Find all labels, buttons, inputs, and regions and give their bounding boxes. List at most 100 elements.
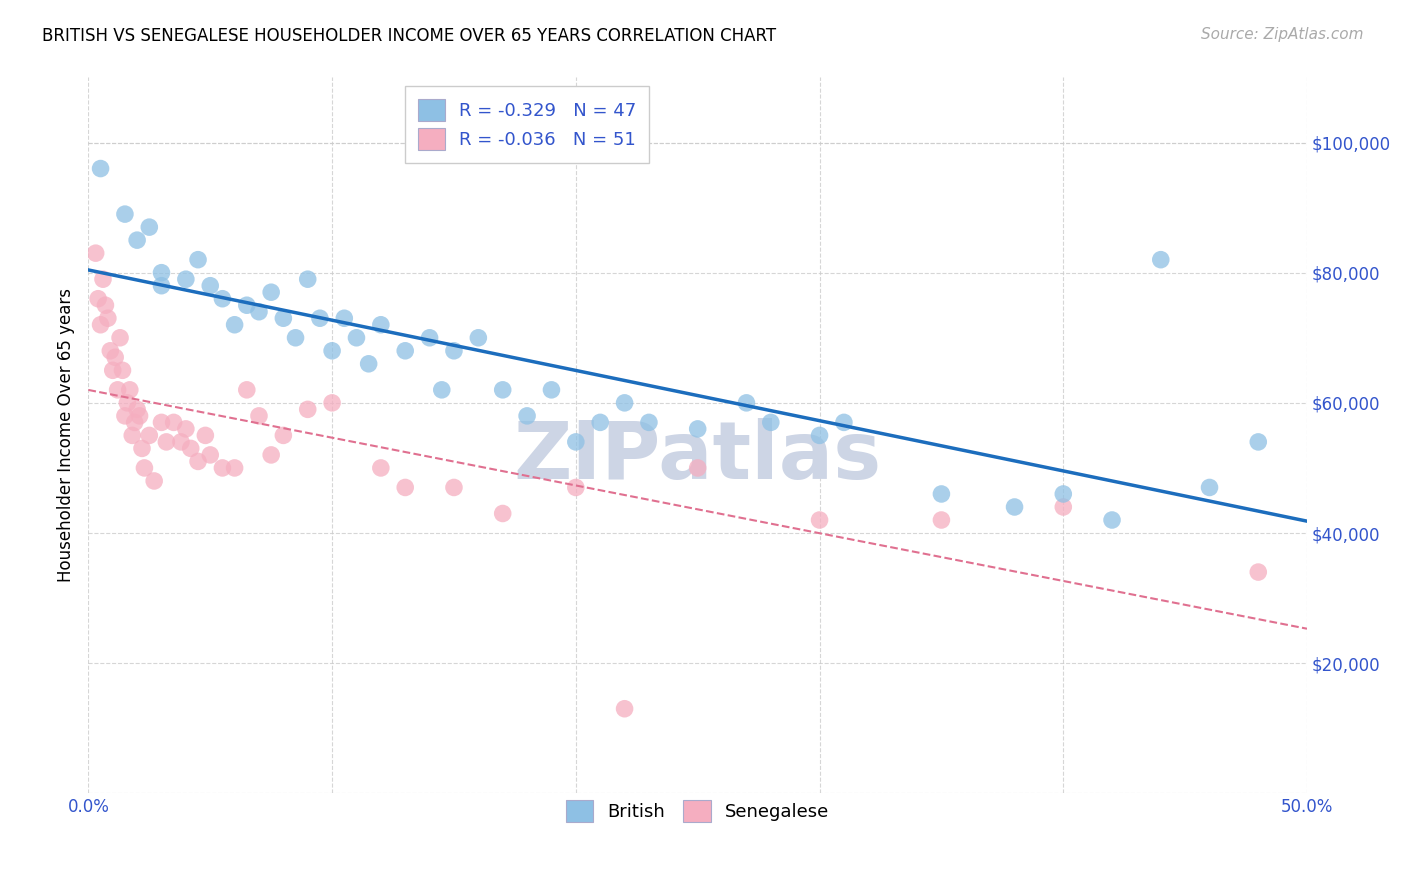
Point [118,383,141,397]
Point [127,233,149,247]
Point [108,331,131,345]
Point [297,272,319,286]
Point [247,304,270,318]
Point [467,331,489,345]
Point [309,311,332,326]
Point [94,298,117,312]
Point [1150,252,1173,267]
Point [124,416,146,430]
Point [419,331,441,345]
Point [735,396,758,410]
Point [394,343,416,358]
Point [143,474,166,488]
Point [613,396,636,410]
Point [174,422,197,436]
Point [931,513,953,527]
Point [194,428,217,442]
Point [492,383,515,397]
Point [224,461,246,475]
Point [107,383,129,397]
Point [540,383,562,397]
Point [443,343,465,358]
Point [1052,500,1074,514]
Point [117,396,139,410]
Point [138,220,160,235]
Point [128,409,150,423]
Point [638,416,661,430]
Point [224,318,246,332]
Y-axis label: Householder Income Over 65 years: Householder Income Over 65 years [58,288,75,582]
Point [832,416,855,430]
Point [84,246,107,260]
Point [150,416,173,430]
Point [114,409,136,423]
Point [1247,434,1270,449]
Point [90,318,112,332]
Point [1247,565,1270,579]
Point [200,448,222,462]
Point [211,461,233,475]
Text: BRITISH VS SENEGALESE HOUSEHOLDER INCOME OVER 65 YEARS CORRELATION CHART: BRITISH VS SENEGALESE HOUSEHOLDER INCOME… [42,27,776,45]
Point [101,363,124,377]
Point [121,428,143,442]
Point [1052,487,1074,501]
Point [134,461,156,475]
Point [174,272,197,286]
Point [180,442,202,456]
Point [443,480,465,494]
Point [163,416,186,430]
Point [211,292,233,306]
Point [565,480,588,494]
Point [357,357,380,371]
Point [90,161,112,176]
Point [284,331,307,345]
Legend: British, Senegalese: British, Senegalese [554,787,842,834]
Point [114,207,136,221]
Point [686,422,709,436]
Point [187,454,209,468]
Point [686,461,709,475]
Point [150,278,173,293]
Point [321,343,343,358]
Point [613,702,636,716]
Point [200,278,222,293]
Point [111,363,134,377]
Point [247,409,270,423]
Point [430,383,453,397]
Point [1004,500,1026,514]
Point [333,311,356,326]
Point [759,416,782,430]
Point [492,507,515,521]
Point [260,448,283,462]
Point [104,351,127,365]
Point [236,383,259,397]
Point [565,434,588,449]
Point [273,428,295,442]
Point [187,252,209,267]
Point [87,292,110,306]
Point [808,513,831,527]
Point [1198,480,1220,494]
Point [170,434,193,449]
Point [98,343,121,358]
Point [321,396,343,410]
Point [97,311,120,326]
Point [808,428,831,442]
Point [155,434,177,449]
Point [138,428,160,442]
Point [91,272,114,286]
Point [260,285,283,300]
Point [370,461,392,475]
Text: ZIPatlas: ZIPatlas [513,417,882,496]
Point [131,442,153,456]
Point [394,480,416,494]
Point [273,311,295,326]
Point [1101,513,1123,527]
Point [346,331,368,345]
Point [127,402,149,417]
Point [297,402,319,417]
Point [931,487,953,501]
Point [370,318,392,332]
Point [236,298,259,312]
Point [516,409,538,423]
